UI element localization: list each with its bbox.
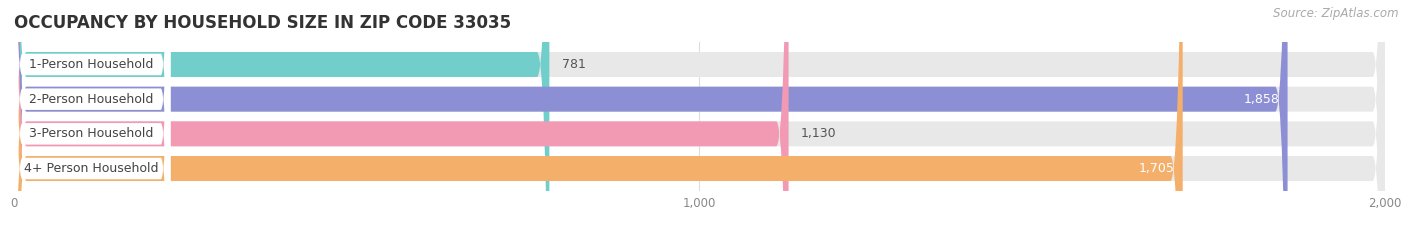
FancyBboxPatch shape bbox=[14, 0, 1385, 233]
Text: 3-Person Household: 3-Person Household bbox=[30, 127, 153, 140]
Text: 1,858: 1,858 bbox=[1243, 93, 1279, 106]
FancyBboxPatch shape bbox=[13, 0, 170, 233]
FancyBboxPatch shape bbox=[13, 0, 170, 233]
Text: 1-Person Household: 1-Person Household bbox=[30, 58, 153, 71]
FancyBboxPatch shape bbox=[13, 0, 170, 233]
Text: OCCUPANCY BY HOUSEHOLD SIZE IN ZIP CODE 33035: OCCUPANCY BY HOUSEHOLD SIZE IN ZIP CODE … bbox=[14, 14, 512, 32]
FancyBboxPatch shape bbox=[14, 0, 1385, 233]
Text: Source: ZipAtlas.com: Source: ZipAtlas.com bbox=[1274, 7, 1399, 20]
Text: 2-Person Household: 2-Person Household bbox=[30, 93, 153, 106]
FancyBboxPatch shape bbox=[14, 0, 1182, 233]
FancyBboxPatch shape bbox=[14, 0, 1288, 233]
Text: 1,705: 1,705 bbox=[1139, 162, 1174, 175]
FancyBboxPatch shape bbox=[14, 0, 1385, 233]
FancyBboxPatch shape bbox=[13, 0, 170, 233]
Text: 4+ Person Household: 4+ Person Household bbox=[24, 162, 159, 175]
Text: 1,130: 1,130 bbox=[801, 127, 837, 140]
FancyBboxPatch shape bbox=[14, 0, 550, 233]
Text: 781: 781 bbox=[562, 58, 585, 71]
FancyBboxPatch shape bbox=[14, 0, 789, 233]
FancyBboxPatch shape bbox=[14, 0, 1385, 233]
